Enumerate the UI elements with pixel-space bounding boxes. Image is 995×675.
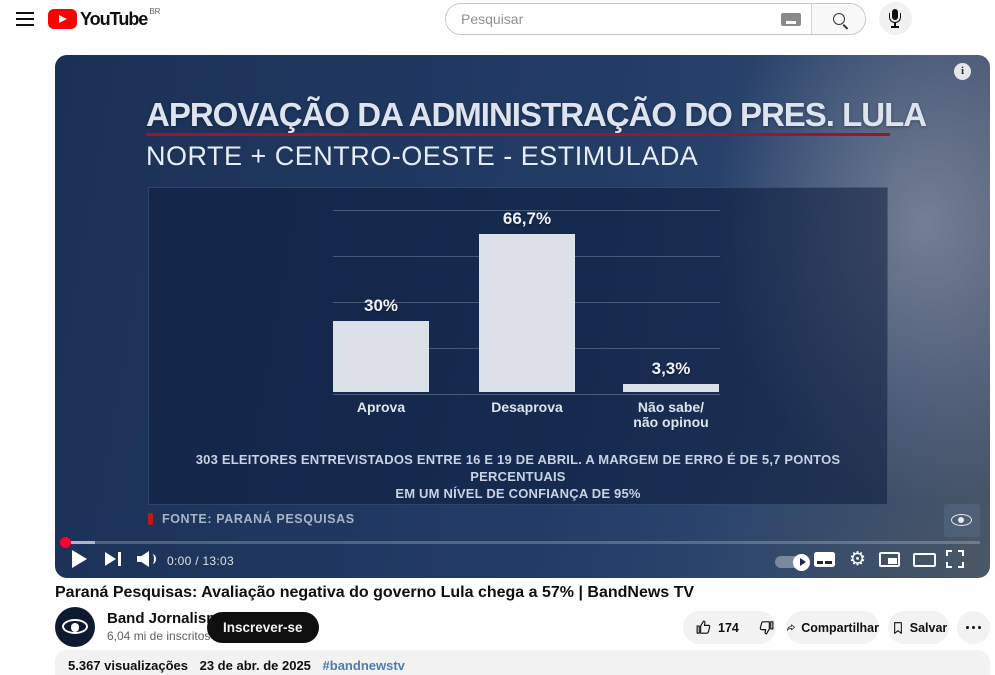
search-input[interactable] xyxy=(446,4,781,34)
like-dislike-pill: 174 xyxy=(683,611,776,644)
info-icon[interactable]: i xyxy=(954,63,971,80)
category-label-desaprova: Desaprova xyxy=(491,399,563,415)
baseline xyxy=(333,394,720,395)
bar-nao-sabe: 3,3% xyxy=(623,359,719,392)
gridline xyxy=(333,210,720,211)
playhead-dot[interactable] xyxy=(60,537,71,548)
channel-avatar[interactable] xyxy=(55,607,95,647)
band-watermark[interactable] xyxy=(944,504,980,537)
buffered-segment xyxy=(61,541,95,544)
search-icon xyxy=(832,13,845,25)
volume-icon[interactable] xyxy=(137,551,157,567)
youtube-region-tag: BR xyxy=(149,7,161,16)
next-button[interactable] xyxy=(105,552,123,566)
settings-gear-icon[interactable]: ⚙ xyxy=(849,548,867,570)
youtube-play-icon xyxy=(48,9,77,29)
upload-date: 23 de abr. de 2025 xyxy=(199,658,311,673)
hashtag-link[interactable]: #bandnewstv xyxy=(322,658,405,673)
search-button[interactable] xyxy=(811,4,865,34)
menu-icon[interactable] xyxy=(16,12,34,26)
category-label-aprova: Aprova xyxy=(356,399,406,415)
bar xyxy=(479,234,575,392)
ellipsis-icon xyxy=(972,626,976,630)
thumbs-down-icon xyxy=(759,621,774,635)
methodology-note: 303 ELEITORES ENTREVISTADOS ENTRE 16 E 1… xyxy=(195,452,841,501)
share-arrow-icon xyxy=(787,624,795,631)
bar-value-label: 30% xyxy=(363,296,399,315)
voice-search-button[interactable] xyxy=(879,2,912,35)
theater-mode-icon[interactable] xyxy=(913,553,936,567)
fullscreen-icon[interactable] xyxy=(946,550,964,568)
source-marker-icon xyxy=(148,513,153,525)
progress-bar[interactable] xyxy=(60,537,980,548)
miniplayer-icon[interactable] xyxy=(879,552,900,567)
youtube-logo[interactable]: YouTube BR xyxy=(48,7,161,30)
description-meta: 5.367 visualizações 23 de abr. de 2025 #… xyxy=(68,658,405,673)
microphone-icon xyxy=(888,9,902,29)
video-player[interactable]: i APROVAÇÃO DA ADMINISTRAÇÃO DO PRES. LU… xyxy=(55,55,990,578)
youtube-logo-text: YouTube xyxy=(80,9,148,29)
keyboard-icon[interactable] xyxy=(781,12,801,26)
description-box[interactable]: 5.367 visualizações 23 de abr. de 2025 #… xyxy=(55,650,990,675)
band-logo-icon xyxy=(62,619,88,634)
like-count: 174 xyxy=(718,620,739,635)
source-text: FONTE: PARANÁ PESQUISAS xyxy=(162,512,355,526)
save-button[interactable]: Salvar xyxy=(888,611,949,644)
dislike-button[interactable] xyxy=(749,611,786,644)
category-label-nao-sabe: Não sabe/ não opinou xyxy=(633,399,709,430)
more-actions-button[interactable] xyxy=(957,611,990,644)
bar-value-label: 66,7% xyxy=(502,209,552,228)
bar-value-label: 3,3% xyxy=(651,359,691,378)
time-display: 0:00 / 13:03 xyxy=(167,554,234,568)
chart-source: FONTE: PARANÁ PESQUISAS xyxy=(148,512,355,526)
title-underline xyxy=(146,133,890,136)
video-title: Paraná Pesquisas: Avaliação negativa do … xyxy=(55,584,695,601)
share-button[interactable]: Compartilhar xyxy=(786,611,879,644)
bookmark-icon xyxy=(893,621,902,634)
band-eye-icon xyxy=(951,514,972,526)
view-count: 5.367 visualizações xyxy=(68,658,188,673)
bar-desaprova: 66,7% xyxy=(479,209,575,392)
youtube-header: YouTube BR xyxy=(0,0,995,48)
chart-title: APROVAÇÃO DA ADMINISTRAÇÃO DO PRES. LULA xyxy=(146,96,927,133)
bar-aprova: 30% xyxy=(333,296,429,392)
bar xyxy=(333,321,429,392)
autoplay-toggle[interactable] xyxy=(775,553,810,571)
chart-panel: 30% 66,7% 3,3% Aprova Desaprova Não sabe… xyxy=(148,187,888,505)
bar xyxy=(623,384,719,392)
search-bar xyxy=(445,3,866,35)
chart-subtitle: NORTE + CENTRO-OESTE - ESTIMULADA xyxy=(146,141,699,171)
like-button[interactable]: 174 xyxy=(683,611,749,644)
thumbs-up-icon xyxy=(696,620,711,634)
subscribe-button[interactable]: Inscrever-se xyxy=(207,612,319,643)
play-button[interactable] xyxy=(72,550,87,568)
subscriber-count: 6,04 mi de inscritos xyxy=(107,629,211,643)
subtitles-icon[interactable] xyxy=(814,552,835,567)
